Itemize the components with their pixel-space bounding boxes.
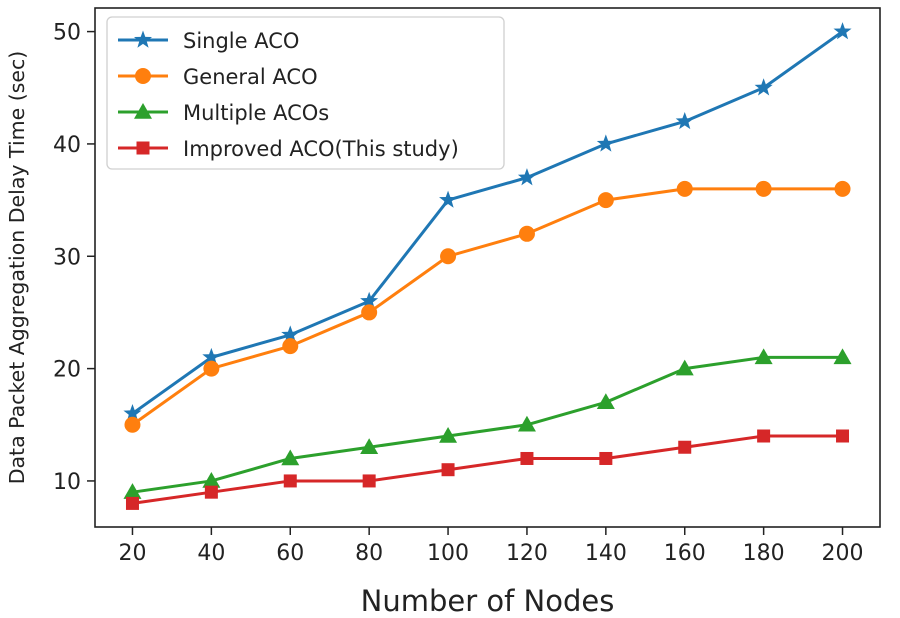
legend-marker-3 [136, 141, 150, 155]
data-point-1-6 [597, 192, 614, 209]
legend-entry-1: General ACO [118, 65, 318, 89]
series-3 [125, 429, 850, 510]
data-point-1-2 [282, 338, 299, 355]
data-point-1-8 [755, 180, 772, 197]
legend-entry-2: Multiple ACOs [118, 101, 329, 125]
series-line-2 [132, 355, 843, 494]
legend-entry-3: Improved ACO(This study) [118, 137, 459, 161]
data-point-3-4 [441, 463, 455, 477]
data-point-0-3 [360, 291, 379, 309]
series-line-1 [131, 187, 843, 426]
x-tick-label-20: 20 [118, 541, 146, 566]
legend-entry-0: Single ACO [118, 29, 299, 53]
data-point-0-1 [202, 347, 221, 366]
data-point-3-2 [283, 474, 297, 488]
series-1 [124, 180, 851, 433]
data-point-2-1 [202, 471, 221, 488]
data-point-1-5 [518, 225, 535, 242]
legend-label-1: General ACO [183, 65, 318, 89]
x-tick-label-100: 100 [427, 541, 469, 566]
data-point-2-7 [675, 359, 694, 376]
data-point-3-1 [204, 485, 218, 499]
data-point-2-4 [439, 427, 458, 443]
data-point-2-6 [596, 393, 615, 410]
data-point-0-6 [596, 134, 615, 152]
data-point-1-9 [834, 180, 851, 197]
data-point-0-5 [517, 168, 536, 186]
data-point-2-3 [360, 438, 379, 454]
data-point-2-2 [281, 449, 300, 466]
data-point-3-9 [836, 429, 850, 443]
data-point-2-0 [123, 483, 142, 499]
data-point-2-5 [517, 415, 536, 432]
y-tick-label-50: 50 [53, 21, 81, 46]
plot-frame [94, 7, 881, 528]
data-point-3-7 [678, 440, 692, 454]
data-point-3-8 [757, 429, 771, 443]
data-point-1-7 [676, 180, 693, 197]
data-point-0-8 [754, 78, 773, 96]
data-point-3-5 [520, 451, 534, 465]
legend-marker-1 [135, 68, 151, 84]
y-tick-label-40: 40 [53, 133, 81, 158]
data-point-3-6 [599, 451, 613, 465]
plot-marks [123, 22, 852, 510]
data-point-0-0 [123, 404, 142, 422]
y-axis-label: Data Packet Aggregation Delay Time (sec) [5, 51, 29, 485]
legend-label-3: Improved ACO(This study) [183, 137, 459, 161]
y-tick-label-20: 20 [53, 358, 81, 383]
x-tick-label-180: 180 [743, 541, 785, 566]
data-point-0-4 [439, 190, 458, 208]
axis-ticks: 20 40 60 80 100 120 140 160 180 200 10 20 30 40 50 [53, 21, 864, 566]
x-tick-label-160: 160 [664, 541, 706, 566]
data-point-1-1 [203, 360, 220, 377]
data-point-3-0 [125, 496, 139, 510]
series-line-3 [132, 434, 843, 505]
x-tick-label-120: 120 [506, 541, 548, 566]
series-0 [123, 22, 852, 422]
legend-label-0: Single ACO [183, 29, 299, 53]
x-tick-label-60: 60 [276, 541, 304, 566]
x-tick-label-140: 140 [585, 541, 627, 566]
data-point-1-0 [124, 416, 141, 433]
data-point-3-3 [362, 474, 376, 488]
data-point-0-2 [281, 325, 300, 343]
legend-marker-0 [133, 30, 153, 48]
legend-marker-2 [134, 103, 152, 119]
data-point-1-4 [440, 248, 457, 265]
x-tick-label-40: 40 [197, 541, 225, 566]
x-axis-label: Number of Nodes [361, 584, 615, 618]
legend-box [106, 16, 505, 170]
legend: Single ACO General ACO Multiple ACOs Improv… [106, 16, 505, 170]
series-line-0 [131, 30, 844, 415]
y-tick-label-10: 10 [53, 470, 81, 495]
x-tick-label-200: 200 [822, 541, 864, 566]
series-2 [123, 348, 852, 499]
data-point-2-9 [833, 348, 852, 365]
data-point-1-3 [361, 304, 378, 321]
y-tick-label-30: 30 [53, 245, 81, 270]
legend-label-2: Multiple ACOs [183, 101, 329, 125]
data-point-2-8 [754, 348, 773, 365]
x-tick-label-80: 80 [355, 541, 383, 566]
data-point-0-9 [833, 22, 852, 40]
data-point-0-7 [675, 111, 694, 130]
